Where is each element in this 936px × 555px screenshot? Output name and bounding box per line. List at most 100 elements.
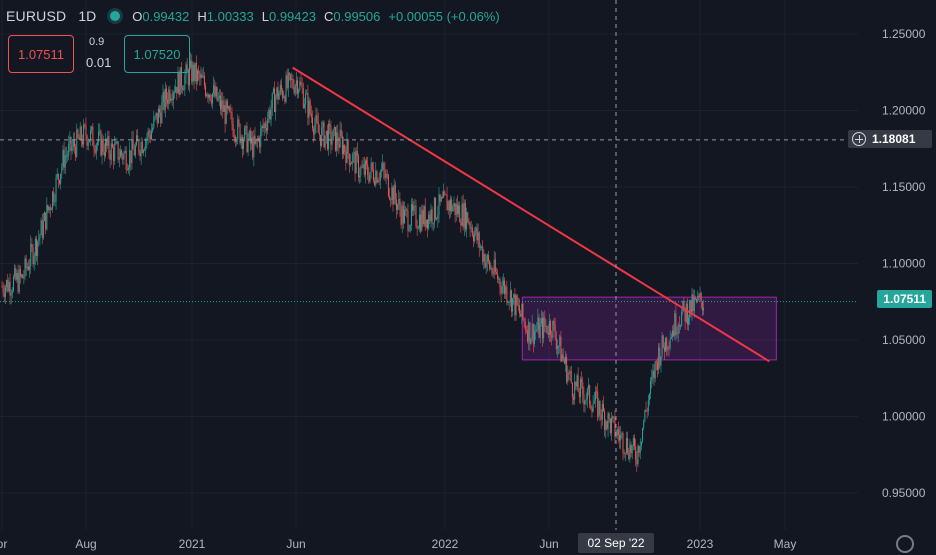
candle [320,134,322,146]
timeframe-label[interactable]: 1D [78,8,97,24]
candle [206,94,208,96]
lot-size-input[interactable]: 0.01 [86,55,112,70]
candle [67,155,69,157]
candle [106,139,108,146]
candle [391,187,393,201]
candle [34,238,36,257]
candle [486,255,488,263]
candle [356,150,358,156]
crosshair-date-label: 02 Sep '22 [578,533,654,553]
candle [588,385,589,389]
candle [109,153,111,161]
candle [71,146,73,151]
candle [482,246,484,262]
candle [620,434,622,441]
candle [75,147,77,157]
candle [99,130,101,132]
candle [126,169,128,171]
candle [46,204,48,230]
candle [577,375,579,392]
candle [253,135,255,158]
support-resistance-zone [521,296,777,361]
candle [1,286,3,288]
candle [471,227,473,236]
candle [25,258,27,269]
candle [165,88,167,100]
price-tick-2: 1.15000 [882,180,926,194]
candle [277,87,279,100]
candle [92,126,94,146]
candle [514,294,516,316]
candle [116,141,118,143]
candle [611,417,612,434]
candle [551,334,553,338]
ohlc-open: O0.99432 [132,8,190,24]
candle [591,408,593,412]
candle [270,108,272,120]
candle [377,180,379,183]
candle [344,144,346,152]
candle [532,323,534,344]
add-plus-icon[interactable] [852,132,866,146]
trendline-line[interactable] [292,66,770,363]
candle [516,295,518,306]
candle [445,194,447,196]
price-tick-3: 1.10000 [882,257,926,271]
candle [586,388,588,400]
candle [291,78,293,80]
candle [593,400,595,404]
candle [374,180,376,185]
candle [417,228,419,230]
candle [7,280,9,292]
candle [481,246,483,248]
price-tick-6: 0.95000 [882,486,926,500]
crosshair-price-label[interactable]: 1.18081 [848,130,932,148]
candle [415,205,417,227]
candle [405,209,407,211]
candle [484,254,486,268]
candle [234,136,236,142]
candle [386,174,388,176]
candle [247,139,249,153]
candle [60,173,62,184]
candle [698,295,700,297]
candle [29,265,31,270]
candle [392,187,394,205]
candle [348,153,350,166]
candle [694,297,696,299]
candle [238,119,240,125]
candle [614,417,616,437]
buy-button[interactable]: 1.07520 [124,35,190,73]
candle [77,129,79,138]
zone-rectangle[interactable] [521,296,777,361]
price-tick-4: 1.05000 [882,333,926,347]
candle [409,225,411,231]
candle [414,205,416,207]
candle [378,180,380,182]
candle [138,141,140,153]
candle [84,124,86,126]
candle [313,128,315,135]
candle [509,290,511,302]
gear-icon[interactable] [896,535,914,553]
spread-value: 0.9 [89,36,105,48]
sell-button[interactable]: 1.07511 [8,35,74,73]
candle [32,247,34,265]
candle [579,379,581,398]
candle [54,201,56,203]
candle [123,152,125,160]
candle [408,230,410,232]
candle [568,372,570,374]
candle [530,338,532,345]
candle [675,313,677,335]
candle [443,191,445,198]
symbol-name[interactable]: EURUSD [6,8,67,24]
candle [496,272,497,274]
candle [312,117,313,129]
candle [31,243,33,248]
candle [124,150,126,153]
candle [308,100,310,118]
candle [561,354,563,362]
candle [520,313,522,317]
